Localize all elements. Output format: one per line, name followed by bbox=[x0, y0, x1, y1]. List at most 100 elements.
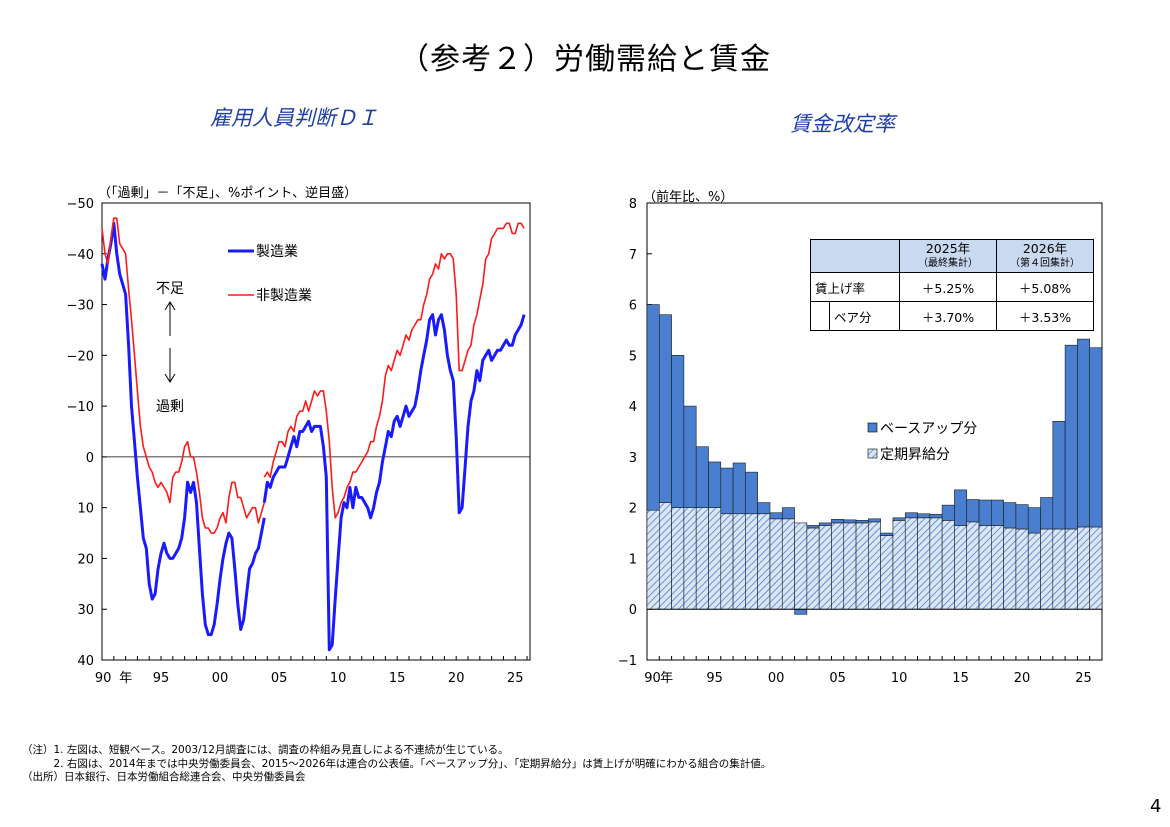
right-y-tick-label: 5 bbox=[629, 349, 637, 364]
regular-raise-bar bbox=[806, 527, 820, 610]
nonmanufacturing-line bbox=[263, 222, 525, 519]
legend-swatch-regular-raise bbox=[867, 448, 878, 459]
right-x-tick-label: 25 bbox=[1075, 671, 1092, 686]
legend-label-regular-raise: 定期昇給分 bbox=[880, 447, 950, 463]
footnote-source: （出所）日本銀行、日本労働組合総連合会、中央労働委員会 bbox=[22, 771, 306, 783]
regular-raise-bar bbox=[892, 520, 906, 610]
right-y-tick-label: 8 bbox=[629, 197, 637, 212]
base-up-bar bbox=[855, 520, 869, 524]
right-y-tick-label: −1 bbox=[618, 654, 637, 669]
base-up-bar bbox=[1003, 502, 1017, 529]
base-up-bar bbox=[695, 446, 709, 508]
regular-raise-bar bbox=[941, 520, 955, 610]
base-up-bar bbox=[1040, 497, 1054, 530]
right-y-tick-label: 2 bbox=[629, 502, 637, 517]
base-up-bar bbox=[966, 499, 980, 523]
footnote-1: （注）1. 左図は、短観ベース。2003/12月調査には、調査の枠組み見直しによ… bbox=[22, 744, 509, 756]
left-x-tick-label: 10 bbox=[330, 671, 347, 686]
base-up-bar bbox=[646, 304, 660, 511]
right-x-tick-label: 15 bbox=[952, 671, 969, 686]
regular-raise-bar bbox=[978, 525, 992, 610]
left-chart-unit-note: （「過剰」－「不足」、%ポイント、逆目盛） bbox=[98, 186, 358, 201]
right-x-tick-label: 10 bbox=[891, 671, 908, 686]
left-y-tick-label: −40 bbox=[67, 248, 94, 263]
right-x-tick-label: 20 bbox=[1014, 671, 1031, 686]
regular-raise-bar bbox=[843, 522, 857, 610]
right-y-tick-label: 7 bbox=[629, 248, 637, 263]
table-indent-cell bbox=[810, 301, 830, 331]
left-x-tick-label: 20 bbox=[448, 671, 465, 686]
regular-raise-bar bbox=[1077, 526, 1091, 610]
left-y-tick-label: −50 bbox=[67, 197, 94, 212]
legend-label-base-up: ベースアップ分 bbox=[880, 421, 977, 437]
regular-raise-bar bbox=[1052, 528, 1066, 610]
left-y-tick-label: 0 bbox=[86, 451, 94, 466]
base-up-bar bbox=[732, 462, 746, 515]
regular-raise-bar bbox=[966, 521, 980, 610]
regular-raise-bar bbox=[769, 518, 783, 610]
left-x-tick-label: 年 bbox=[119, 671, 132, 686]
left-chart-subtitle: 雇用人員判断ＤＩ bbox=[210, 106, 378, 130]
legend-label-nonmanufacturing: 非製造業 bbox=[256, 288, 312, 304]
left-y-tick-label: 10 bbox=[77, 502, 94, 517]
table-corner bbox=[810, 239, 900, 273]
manufacturing-line bbox=[262, 313, 526, 652]
regular-raise-bar bbox=[794, 522, 808, 610]
regular-raise-bar bbox=[683, 507, 697, 610]
regular-raise-bar bbox=[954, 525, 968, 610]
base-up-bar bbox=[745, 471, 758, 515]
left-x-tick-label: 05 bbox=[271, 671, 288, 686]
footnotes: （注）1. 左図は、短観ベース。2003/12月調査には、調査の枠組み見直しによ… bbox=[22, 744, 771, 785]
regular-raise-bar bbox=[658, 502, 672, 610]
regular-raise-bar bbox=[1040, 528, 1054, 610]
regular-raise-bar bbox=[781, 518, 795, 610]
table-header-2026: 2026年 （第４回集計） bbox=[996, 239, 1094, 273]
left-y-tick-label: 30 bbox=[77, 603, 94, 618]
left-x-tick-label: 95 bbox=[153, 671, 170, 686]
base-up-bar bbox=[1015, 504, 1029, 530]
footnote-2: 2. 右図は、2014年までは中央労働委員会、2015～2026年は連合の公表値… bbox=[22, 757, 772, 770]
table-row-label-base-up: ベア分 bbox=[829, 301, 900, 331]
base-up-bar bbox=[1089, 347, 1103, 528]
base-up-bar bbox=[1052, 421, 1066, 530]
left-x-tick-label: 00 bbox=[212, 671, 229, 686]
right-chart-subtitle: 賃金改定率 bbox=[790, 112, 895, 136]
base-up-bar bbox=[818, 522, 832, 526]
regular-raise-bar bbox=[991, 525, 1004, 610]
left-x-tick-label: 90 bbox=[95, 671, 112, 686]
manufacturing-line bbox=[100, 221, 266, 637]
arrow-up-label: 不足 bbox=[156, 281, 184, 297]
base-up-bar bbox=[904, 512, 918, 519]
regular-raise-bar bbox=[831, 522, 845, 610]
right-y-tick-label: 4 bbox=[629, 400, 637, 415]
regular-raise-bar bbox=[855, 522, 869, 610]
right-x-tick-label: 90 bbox=[644, 671, 661, 686]
regular-raise-bar bbox=[1089, 526, 1103, 610]
regular-raise-bar bbox=[720, 513, 734, 610]
left-y-tick-label: −20 bbox=[67, 349, 94, 364]
left-y-tick-label: −10 bbox=[67, 400, 94, 415]
left-x-tick-label: 25 bbox=[507, 671, 524, 686]
right-y-tick-label: 6 bbox=[629, 299, 637, 314]
left-y-tick-label: −30 bbox=[67, 299, 94, 314]
regular-raise-bar bbox=[646, 509, 660, 610]
regular-raise-bar bbox=[708, 507, 722, 610]
arrow-down-label: 過剰 bbox=[156, 399, 184, 415]
base-up-bar bbox=[831, 519, 845, 524]
base-up-bar bbox=[892, 517, 906, 521]
base-up-bar bbox=[658, 314, 672, 503]
base-up-bar bbox=[1064, 344, 1078, 530]
regular-raise-bar bbox=[1064, 528, 1078, 610]
regular-raise-bar bbox=[1015, 528, 1029, 610]
page-number: 4 bbox=[1150, 796, 1162, 817]
arrow-down-icon bbox=[164, 348, 176, 383]
regular-raise-bar bbox=[1003, 527, 1017, 610]
arrow-up-icon bbox=[164, 301, 176, 336]
base-up-bar bbox=[708, 461, 722, 508]
left-plot-frame bbox=[101, 202, 531, 661]
legend-swatch-base-up bbox=[867, 422, 878, 433]
right-y-tick-label: 0 bbox=[629, 603, 637, 618]
base-up-bar bbox=[720, 467, 734, 515]
wage-revision-chart: −1 0 1 2 3 4 5 6 7 8 90 年 95 00 05 10 15 20 25 ベースアップ分 定期昇… bbox=[618, 197, 1103, 686]
